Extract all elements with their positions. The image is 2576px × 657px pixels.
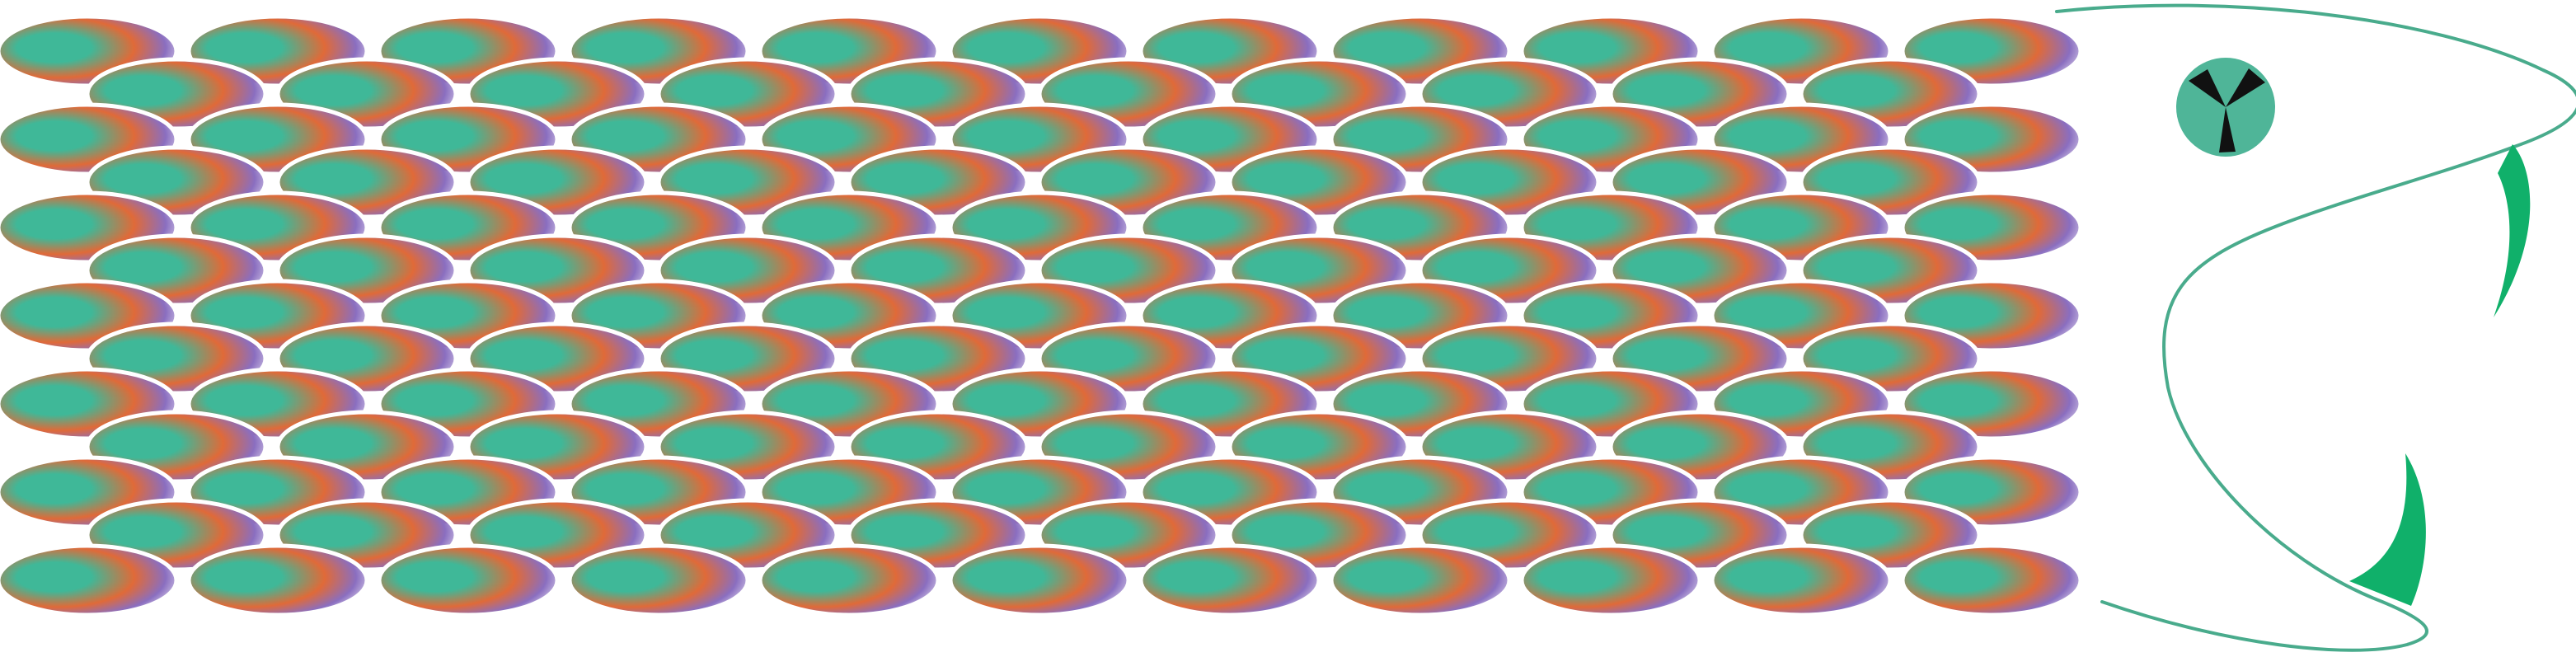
- scale: [948, 543, 1131, 617]
- scale: [1138, 543, 1321, 617]
- scale: [1519, 543, 1702, 617]
- scale: [186, 543, 369, 617]
- scale: [1329, 543, 1512, 617]
- head: [2055, 3, 2576, 652]
- eye-pupil: [2219, 107, 2236, 153]
- eye-pupil: [2189, 69, 2226, 107]
- scale: [1900, 543, 2083, 617]
- scale: [0, 543, 179, 617]
- upper-tooth: [2494, 144, 2531, 317]
- head-outline: [2055, 3, 2576, 652]
- scale: [377, 543, 560, 617]
- body-scales: [0, 14, 2083, 617]
- scale: [758, 543, 941, 617]
- scale: [567, 543, 750, 617]
- scale: [1710, 543, 1893, 617]
- lower-tooth: [2349, 453, 2426, 606]
- eye: [2176, 58, 2275, 157]
- eye-pupil: [2226, 68, 2265, 107]
